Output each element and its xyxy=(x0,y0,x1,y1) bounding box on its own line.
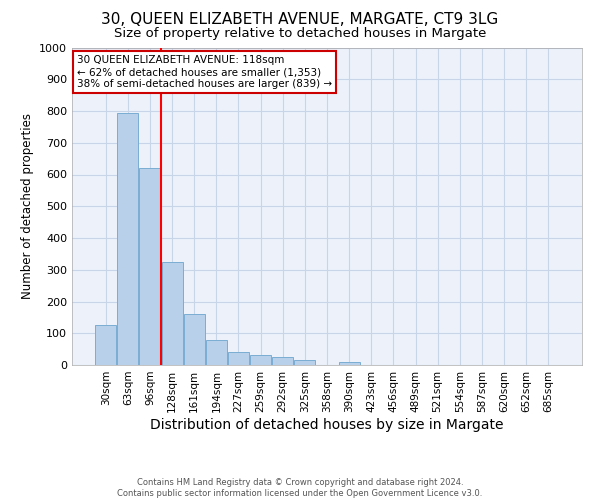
Bar xyxy=(161,262,182,365)
X-axis label: Distribution of detached houses by size in Margate: Distribution of detached houses by size … xyxy=(150,418,504,432)
Bar xyxy=(184,314,205,365)
Text: 30, QUEEN ELIZABETH AVENUE, MARGATE, CT9 3LG: 30, QUEEN ELIZABETH AVENUE, MARGATE, CT9… xyxy=(101,12,499,28)
Bar xyxy=(206,340,227,365)
Bar xyxy=(118,112,139,365)
Bar xyxy=(338,362,359,365)
Text: Contains HM Land Registry data © Crown copyright and database right 2024.
Contai: Contains HM Land Registry data © Crown c… xyxy=(118,478,482,498)
Bar xyxy=(250,356,271,365)
Text: 30 QUEEN ELIZABETH AVENUE: 118sqm
← 62% of detached houses are smaller (1,353)
3: 30 QUEEN ELIZABETH AVENUE: 118sqm ← 62% … xyxy=(77,56,332,88)
Bar xyxy=(295,360,316,365)
Bar xyxy=(228,352,249,365)
Y-axis label: Number of detached properties: Number of detached properties xyxy=(20,114,34,299)
Text: Size of property relative to detached houses in Margate: Size of property relative to detached ho… xyxy=(114,28,486,40)
Bar xyxy=(95,326,116,365)
Bar xyxy=(139,168,160,365)
Bar xyxy=(272,357,293,365)
